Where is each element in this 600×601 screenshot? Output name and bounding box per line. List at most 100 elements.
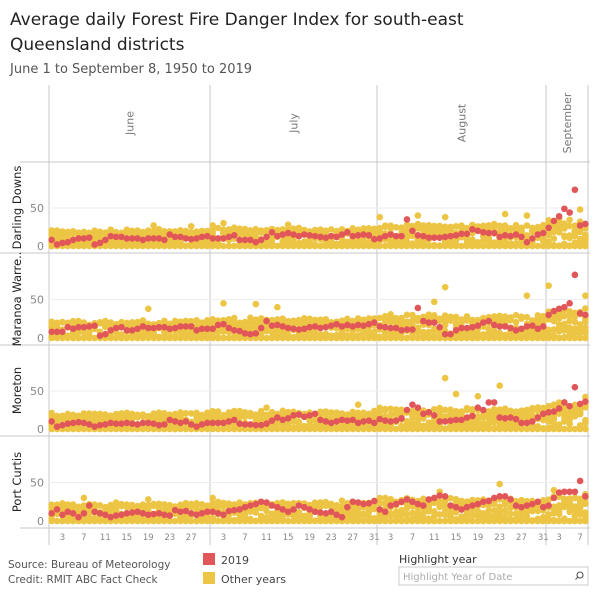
other-years-point [171,317,179,325]
other-years-point [490,220,498,228]
other-years-point [295,508,303,516]
other-years-point [512,318,520,326]
point-2019 [518,233,525,241]
legend-swatch-2019[interactable] [203,553,215,565]
other-years-point [430,241,438,249]
other-years-point [198,320,206,328]
other-years-point [474,316,482,324]
y-tick-label: 50 [30,294,44,307]
other-years-point [247,314,254,322]
point-2019 [485,399,493,406]
other-years-point [507,516,514,523]
other-years-point [284,500,292,508]
other-years-point [539,404,547,412]
other-years-point [263,334,270,342]
point-2019 [512,415,520,423]
point-2019 [545,224,552,232]
other-years-point [123,319,131,327]
other-years-point [187,333,195,340]
point-2019 [414,404,422,412]
other-years-point [311,317,319,325]
x-tick-label: 11 [429,533,440,543]
other-years-point [102,503,109,511]
x-tick-label: 7 [81,533,86,543]
point-2019 [344,417,351,424]
other-years-point [209,333,216,341]
point-2019 [539,323,547,330]
other-years-point [571,309,579,317]
other-years-point [436,224,443,231]
other-years-point [171,238,179,245]
other-years-point [365,315,373,322]
point-2019 [354,321,362,329]
other-years-point [344,315,351,323]
other-years-point [403,504,411,512]
other-years-point [534,507,542,515]
other-years-point [571,411,579,418]
legend-label-2019[interactable]: 2019 [221,554,249,567]
legend-label-other[interactable]: Other years [221,573,286,586]
other-years-point [360,517,367,525]
point-2019 [187,235,195,243]
highlight-year-box[interactable] [398,566,589,586]
other-years-outlier [209,494,216,502]
point-2019 [177,419,184,427]
point-2019 [371,497,378,505]
other-years-point [371,225,378,233]
point-2019 [300,325,308,333]
other-years-point [414,419,422,427]
other-years-point [566,425,573,433]
other-years-point [566,308,573,315]
other-years-point [279,332,287,340]
other-years-point [236,225,243,232]
other-years-point [247,324,254,332]
point-2019 [128,327,136,334]
other-years-point [576,334,584,342]
other-years-point [539,221,547,229]
other-years-point [279,499,287,506]
other-years-point [545,326,552,334]
point-2019 [107,232,115,240]
other-years-point [295,418,303,426]
other-years-point [534,312,542,319]
other-years-point [447,512,454,519]
other-years-point [322,316,330,323]
other-years-point [85,333,93,340]
other-years-point [166,517,174,525]
point-2019 [118,420,125,427]
point-2019 [523,419,531,427]
other-years-point [365,422,373,429]
other-years-point [561,232,568,239]
other-years-point [458,498,465,505]
other-years-point [398,507,405,514]
other-years-point [485,420,493,428]
other-years-point [463,509,471,516]
point-2019 [128,235,136,242]
other-years-point [354,410,362,417]
point-2019 [349,416,357,424]
search-icon[interactable] [575,571,584,580]
point-2019 [582,311,589,319]
other-years-point [550,228,558,236]
other-years-point [360,239,367,247]
other-years-point [447,517,454,524]
x-tick-label: 11 [261,533,272,543]
other-years-point [447,422,454,429]
other-years-point [311,501,319,509]
legend-swatch-other[interactable] [203,572,215,584]
other-years-point [403,221,411,229]
point-2019 [198,325,206,333]
other-years-point [161,317,168,325]
point-2019 [268,417,276,424]
point-2019 [241,421,249,428]
other-years-point [128,333,136,340]
other-years-point [193,316,200,324]
point-2019 [582,398,589,405]
highlight-year-placeholder[interactable]: Highlight Year of Date [403,572,512,583]
point-2019 [436,418,443,425]
other-years-point [571,512,579,520]
highlight-year-input[interactable]: Highlight Year of Date [398,566,589,586]
other-years-point [576,238,584,246]
other-years-point [371,407,378,415]
point-2019 [360,418,367,425]
